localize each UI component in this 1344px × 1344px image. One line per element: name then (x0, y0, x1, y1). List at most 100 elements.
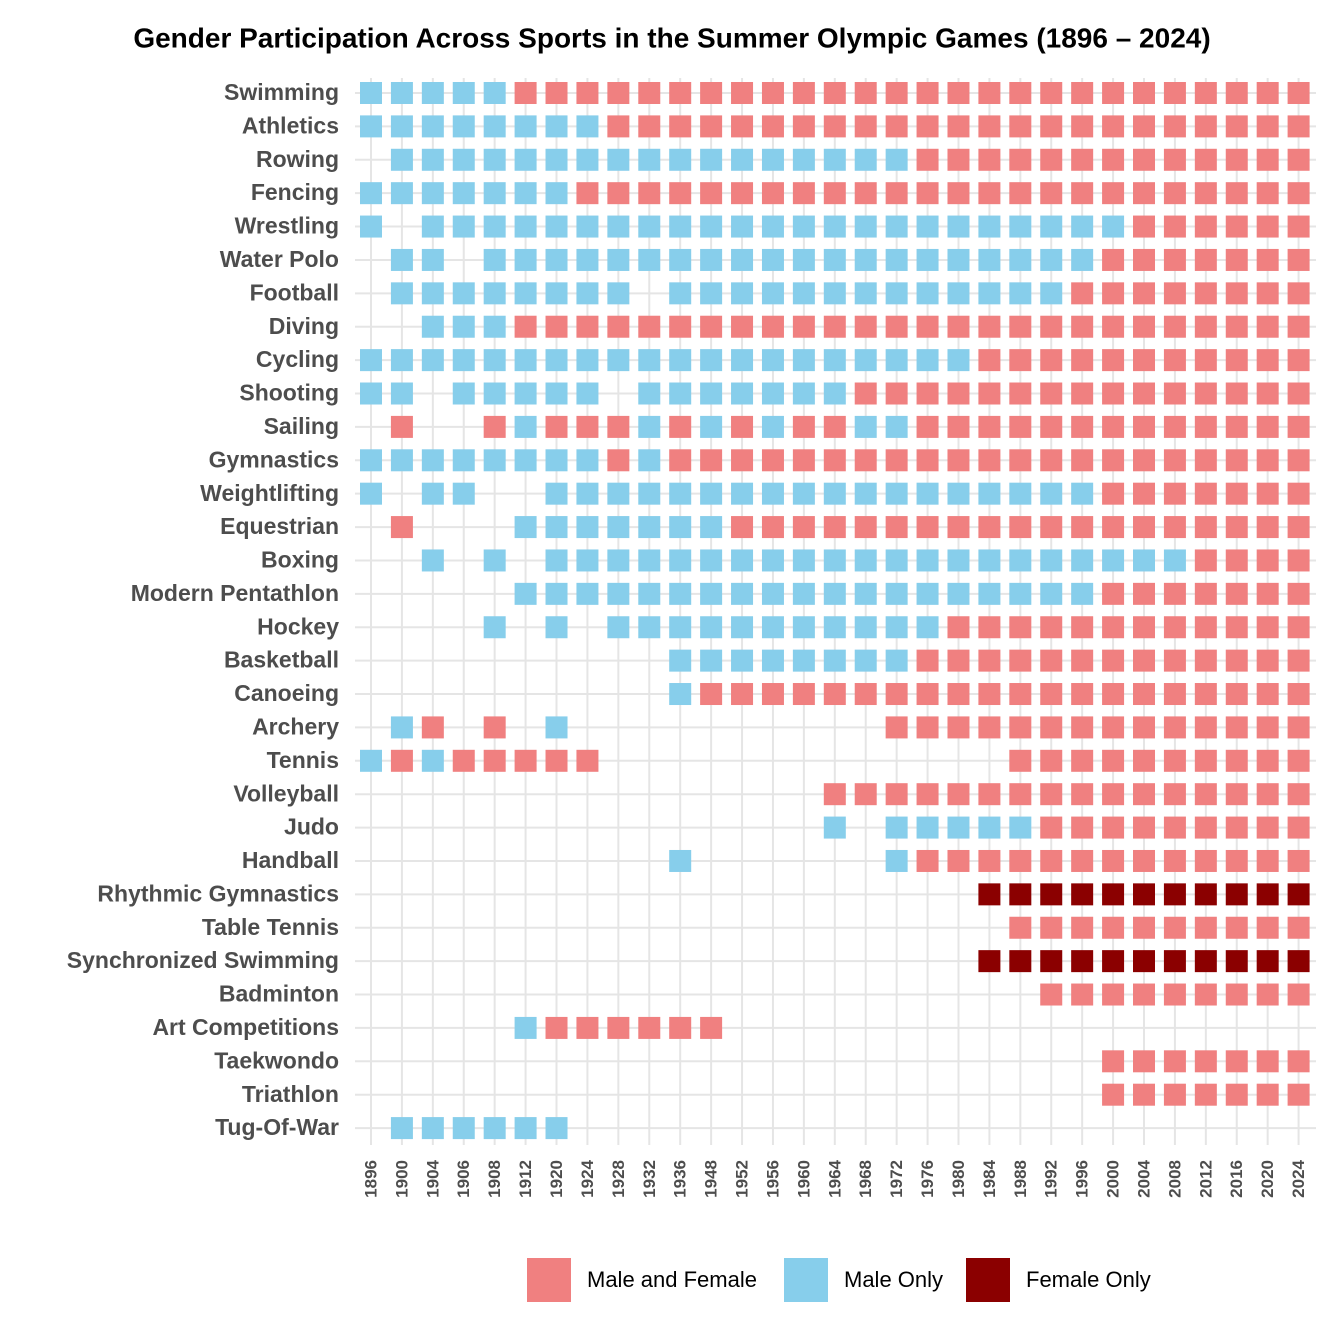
tile (669, 616, 692, 639)
x-tick: 1896 (361, 1160, 380, 1198)
tile (669, 516, 692, 539)
tile (1102, 482, 1125, 505)
tile (916, 449, 939, 472)
tile (1194, 683, 1217, 706)
tile (1256, 816, 1279, 839)
tile (1194, 315, 1217, 338)
tile (1225, 816, 1248, 839)
tile (1133, 816, 1155, 839)
tile (1102, 382, 1125, 405)
tile (545, 182, 568, 205)
tile (916, 148, 939, 171)
tile (638, 582, 661, 605)
tile (1287, 983, 1310, 1006)
tile (1102, 783, 1125, 806)
tile (1040, 883, 1063, 906)
tile (1256, 248, 1279, 271)
tile (1040, 115, 1063, 138)
y-tick-label: Boxing (261, 547, 339, 573)
tile (1163, 148, 1186, 171)
tile (1163, 916, 1186, 939)
tile (1163, 315, 1186, 338)
tile (1009, 382, 1032, 405)
x-tick: 1980 (949, 1160, 968, 1198)
tile (421, 749, 444, 772)
chart-title: Gender Participation Across Sports in th… (133, 22, 1210, 53)
tile (669, 115, 692, 138)
tile (731, 683, 754, 706)
tile (1225, 649, 1248, 672)
tile (1163, 950, 1186, 973)
tile (576, 182, 599, 205)
tile (1163, 248, 1186, 271)
y-tick-label: Fencing (251, 179, 339, 205)
tile (1102, 1050, 1125, 1073)
tile (978, 315, 1001, 338)
tile (483, 115, 506, 138)
tile (1194, 382, 1217, 405)
y-tick-label: Equestrian (220, 513, 339, 539)
tile (885, 215, 908, 238)
tile (731, 582, 754, 605)
tile (576, 315, 599, 338)
tile (916, 215, 939, 238)
tile (947, 582, 970, 605)
tile (885, 282, 908, 305)
x-tick: 2020 (1258, 1160, 1277, 1198)
tile (1009, 315, 1032, 338)
tile (854, 82, 877, 104)
tile (1133, 282, 1155, 305)
tile (1225, 382, 1248, 405)
tile (854, 616, 877, 639)
tile (761, 315, 784, 338)
tile (1071, 549, 1094, 572)
tile (1194, 749, 1217, 772)
x-tick: 1920 (547, 1160, 566, 1198)
tile (1009, 683, 1032, 706)
tile (1163, 649, 1186, 672)
tile (360, 215, 382, 238)
y-tick-label: Table Tennis (202, 914, 339, 940)
tile (978, 783, 1001, 806)
tile (1163, 716, 1186, 739)
tile (421, 349, 444, 372)
tile (947, 849, 970, 872)
tile (1071, 449, 1094, 472)
tile (1102, 1083, 1125, 1106)
tile (854, 282, 877, 305)
x-tick: 1912 (516, 1160, 535, 1198)
tile (1071, 716, 1094, 739)
legend-swatch (784, 1258, 828, 1302)
tile (916, 783, 939, 806)
tile (1133, 749, 1155, 772)
tile (1163, 549, 1186, 572)
tile (761, 482, 784, 505)
tile (1040, 248, 1063, 271)
tile (1194, 1050, 1217, 1073)
tile (1287, 749, 1310, 772)
tile (1194, 215, 1217, 238)
tile (1040, 482, 1063, 505)
x-tick-label: 1984 (980, 1159, 999, 1197)
tile (1102, 248, 1125, 271)
tile (545, 749, 568, 772)
tile (576, 549, 599, 572)
tile (1163, 349, 1186, 372)
tile (607, 148, 630, 171)
x-tick-label: 1988 (1011, 1160, 1030, 1198)
tile (700, 482, 723, 505)
x-tick: 1948 (702, 1160, 721, 1198)
tile (576, 215, 599, 238)
tile (700, 215, 723, 238)
y-tick-label: Rowing (256, 146, 339, 172)
tile (452, 349, 475, 372)
tile (1009, 282, 1032, 305)
tile (1009, 950, 1032, 973)
tile (1133, 215, 1155, 238)
x-tick-label: 2012 (1196, 1160, 1215, 1198)
tile (885, 849, 908, 872)
tile (545, 415, 568, 438)
tile (1009, 616, 1032, 639)
tile (978, 482, 1001, 505)
tile (1194, 649, 1217, 672)
